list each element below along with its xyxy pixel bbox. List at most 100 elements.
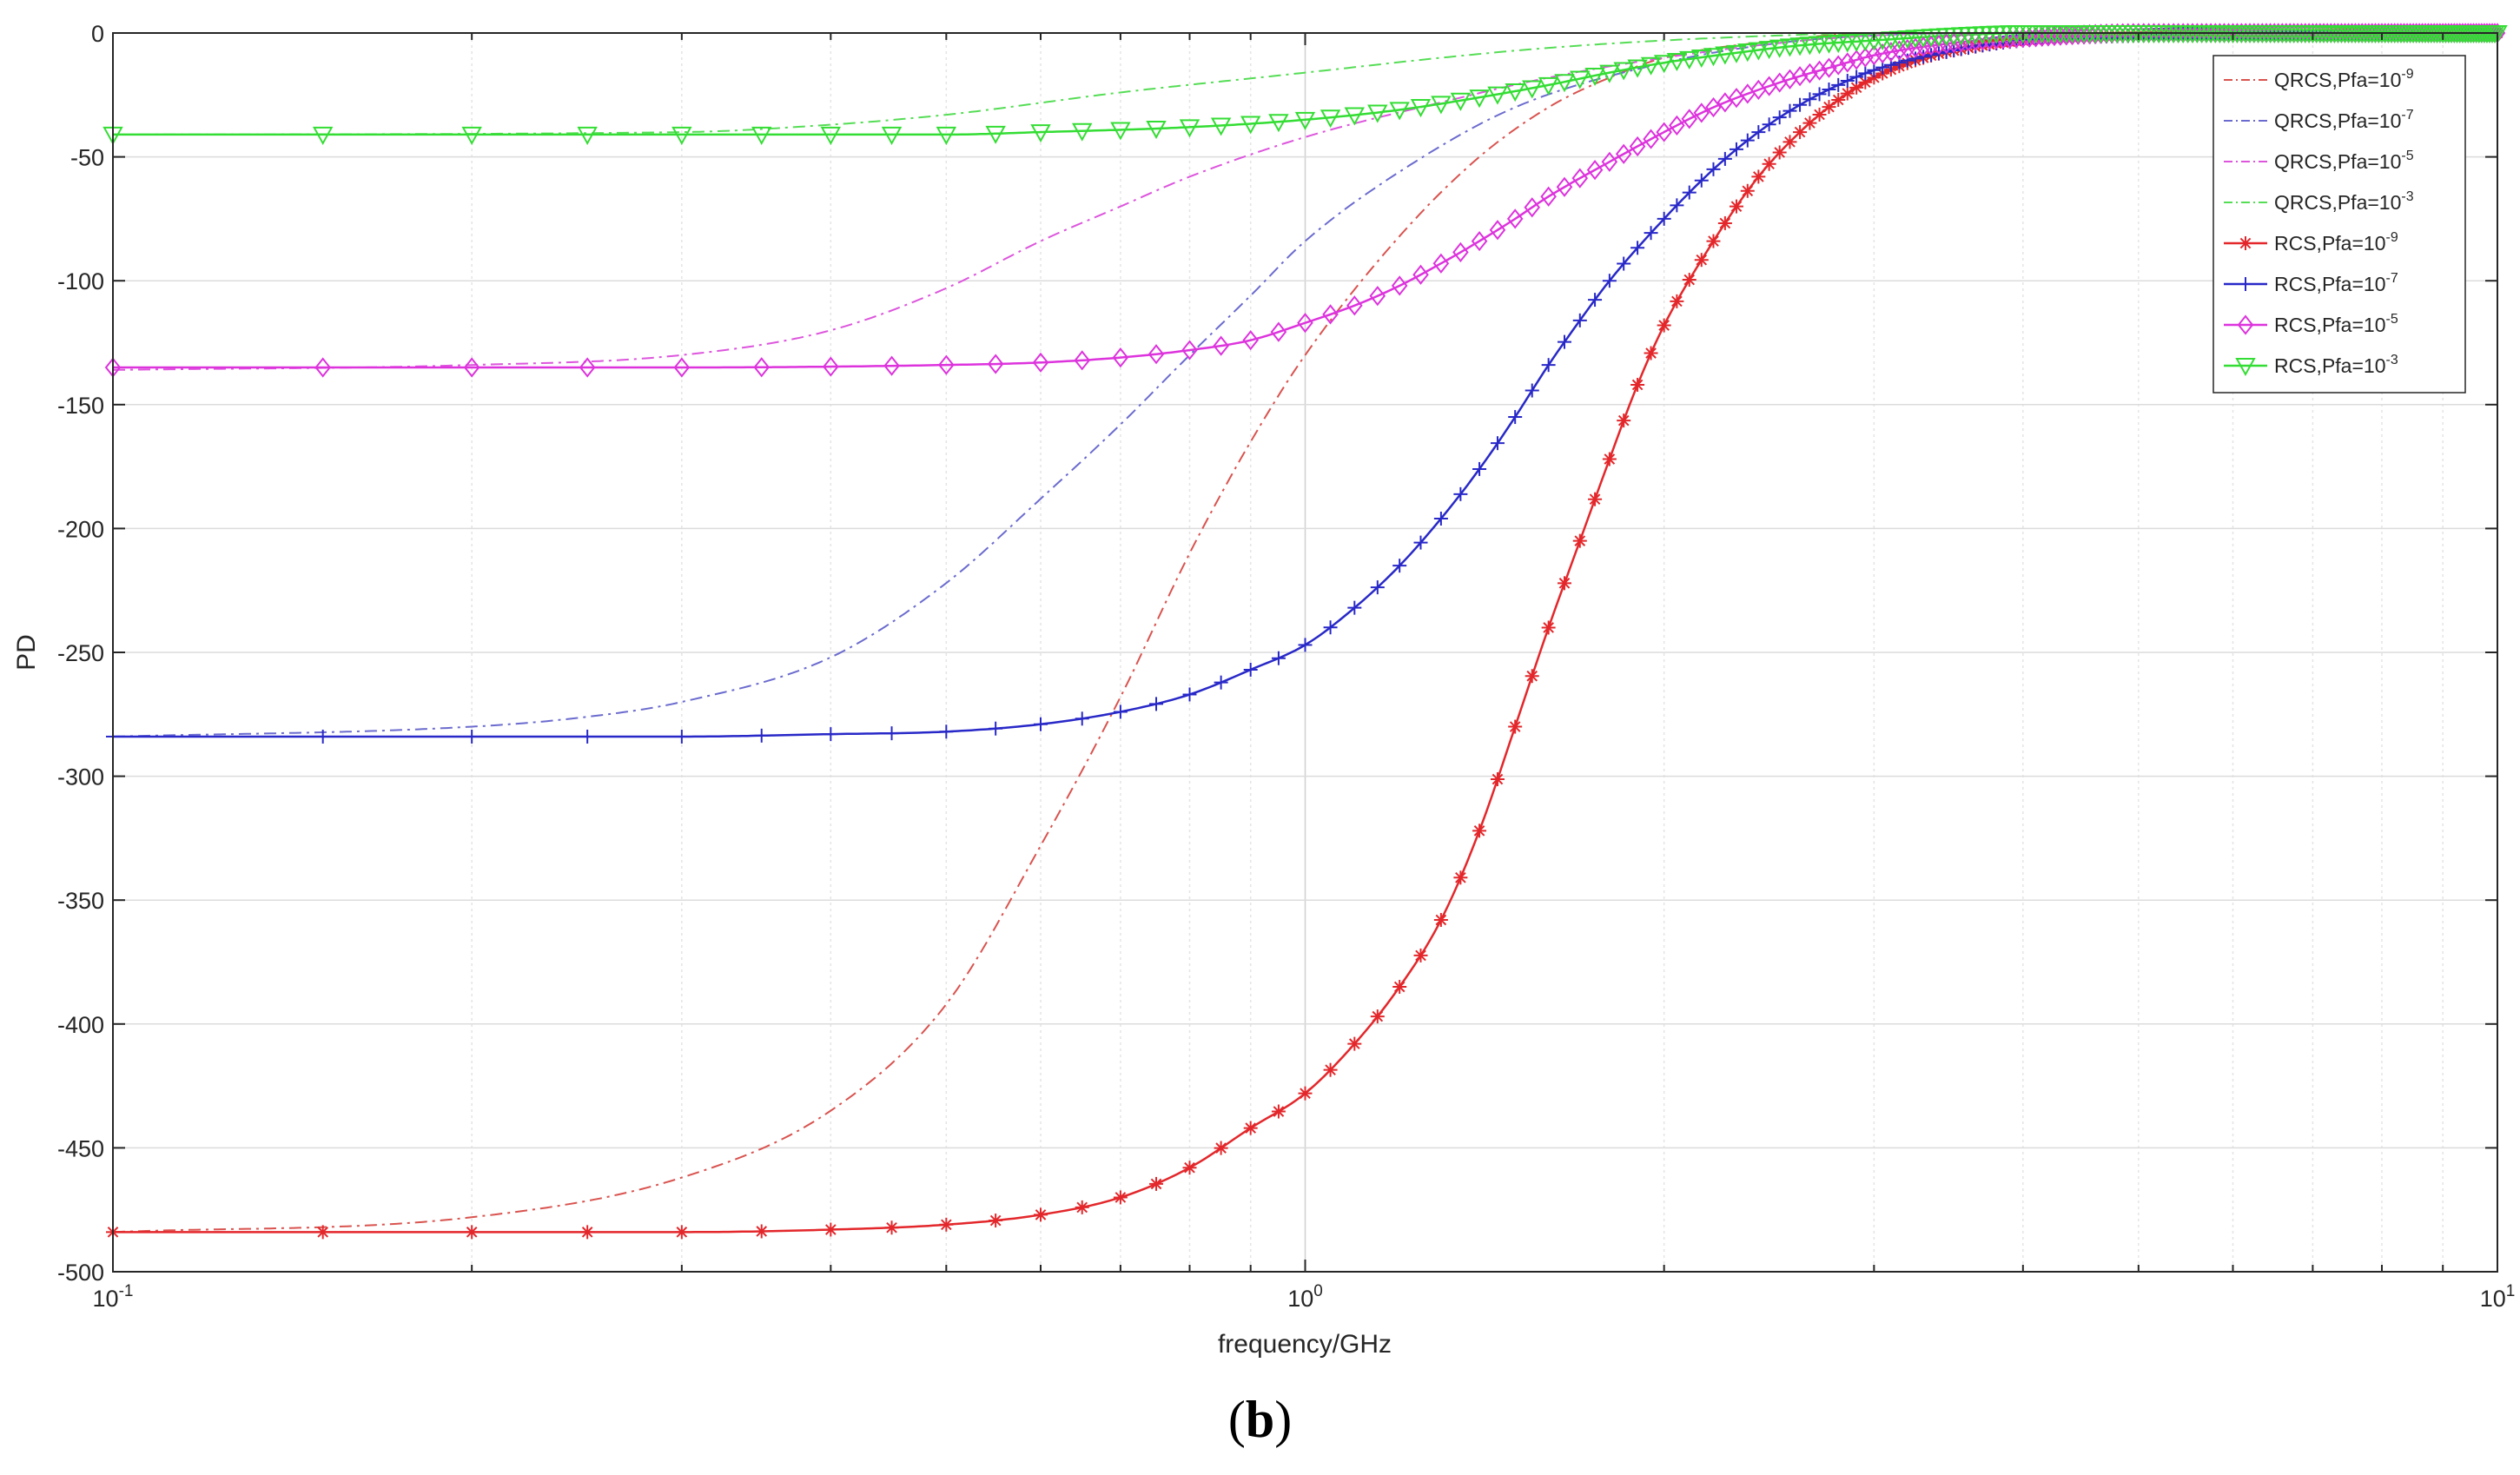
series-marker-diamond — [1802, 63, 1818, 83]
series-marker-diamond — [1930, 34, 1948, 56]
series-marker-asterisk — [1812, 107, 1827, 122]
series-marker-triangle-down — [1570, 70, 1591, 89]
series-marker-triangle-down — [1410, 99, 1432, 118]
series-marker-asterisk — [1840, 86, 1855, 101]
series-marker-diamond — [1857, 47, 1874, 68]
series-marker-asterisk — [939, 1217, 954, 1232]
series-marker-triangle-down — [1344, 107, 1366, 126]
series-marker-diamond — [1891, 40, 1908, 61]
series-marker-asterisk — [1490, 772, 1505, 787]
series-marker-diamond — [987, 354, 1004, 374]
series-marker-plus — [1849, 69, 1864, 84]
series-marker-triangle-down — [1522, 80, 1543, 99]
y-tick-label: -450 — [57, 1135, 104, 1161]
series-marker-triangle-down — [461, 126, 482, 145]
series-marker-triangle-down — [1584, 67, 1605, 87]
series-marker-triangle-down — [1367, 104, 1388, 123]
series-marker-diamond — [1471, 230, 1488, 252]
series-marker-diamond — [1489, 220, 1506, 241]
series-marker-diamond — [1899, 38, 1916, 60]
series-marker-asterisk — [1822, 100, 1836, 115]
series-marker-plus — [1490, 436, 1505, 451]
series-marker-asterisk — [1694, 253, 1709, 268]
series-marker-diamond — [1922, 35, 1940, 56]
series-marker-triangle-down — [1505, 83, 1525, 103]
series-marker-triangle-down — [1389, 102, 1410, 121]
series-marker-plus — [2239, 277, 2252, 291]
series-marker-triangle-down — [1146, 121, 1167, 140]
legend-entry: RCS,Pfa=10-5 — [2274, 312, 2398, 336]
series-marker-diamond — [1866, 45, 1882, 66]
series-marker-diamond — [1656, 122, 1672, 142]
series-marker-diamond — [1874, 43, 1891, 64]
series-marker-plus — [1762, 117, 1776, 132]
series-marker-plus — [1602, 274, 1617, 288]
figure-caption: (b) — [0, 1390, 2520, 1450]
series-marker-asterisk — [1149, 1176, 1164, 1191]
series-marker-asterisk — [1433, 913, 1448, 928]
legend-entry: QRCS,Pfa=10-5 — [2274, 149, 2414, 173]
series-marker-triangle-down — [1072, 122, 1093, 142]
series-marker-plus — [1182, 687, 1197, 702]
series-marker-asterisk — [1413, 948, 1428, 962]
series-marker-triangle-down — [936, 126, 957, 145]
x-tick-label: 10-1 — [93, 1282, 134, 1312]
series-marker-asterisk — [1588, 492, 1603, 506]
series-marker-diamond — [1915, 36, 1932, 57]
series-marker-plus — [1802, 92, 1817, 107]
series-marker-diamond — [673, 357, 691, 378]
series-marker-diamond — [1615, 143, 1632, 164]
y-tick-label: -150 — [57, 393, 104, 419]
series-marker-asterisk — [884, 1220, 899, 1235]
y-tick-label: -50 — [70, 145, 104, 171]
series-marker-triangle-down — [1758, 41, 1780, 60]
series-marker-plus — [884, 726, 899, 741]
series-marker-diamond — [1907, 37, 1924, 58]
series-marker-triangle-down — [1450, 92, 1472, 111]
series-marker-plus — [1740, 133, 1755, 148]
series-marker-triangle-down — [1653, 55, 1675, 74]
series-marker-asterisk — [1772, 145, 1787, 160]
series-marker-diamond — [1297, 313, 1313, 334]
series-marker-diamond — [1791, 66, 1809, 87]
series-marker-triangle-down — [671, 126, 692, 145]
series-marker-asterisk — [1243, 1121, 1258, 1135]
series-marker-diamond — [1994, 29, 2012, 50]
series-marker-plus — [1793, 97, 1808, 112]
series-marker-plus — [1271, 651, 1286, 665]
series-marker-triangle-down — [1679, 50, 1700, 69]
series-marker-diamond — [1032, 352, 1049, 373]
legend: QRCS,Pfa=10-9 QRCS,Pfa=10-7 QRCS,Pfa=10-5 Q… — [2212, 55, 2466, 394]
series-marker-asterisk — [1682, 273, 1697, 288]
series-marker-plus — [1347, 600, 1362, 615]
series-marker-plus — [1149, 697, 1164, 711]
series-marker-plus — [1113, 704, 1128, 719]
y-tick-label: -250 — [57, 640, 104, 666]
series-marker-plus — [1298, 638, 1313, 652]
series-marker-plus — [1453, 486, 1468, 501]
series-marker-diamond — [1848, 50, 1865, 70]
series-marker-plus — [823, 727, 838, 742]
y-tick-label: -100 — [57, 268, 104, 294]
legend-box — [2212, 55, 2466, 394]
series-marker-plus — [465, 729, 480, 744]
series-marker-diamond — [1412, 264, 1429, 285]
series-marker-asterisk — [1831, 93, 1846, 108]
series-marker-asterisk — [1453, 870, 1468, 885]
series-marker-plus — [1075, 711, 1089, 726]
series-marker-triangle-down — [1640, 56, 1662, 76]
series-marker-triangle-down — [1726, 44, 1747, 63]
series-marker-plus — [1706, 162, 1721, 176]
series-marker-plus — [1644, 226, 1658, 241]
series-marker-asterisk — [823, 1222, 838, 1237]
series-marker-diamond — [883, 355, 900, 376]
series-marker-triangle-down — [1431, 96, 1452, 115]
series-marker-triangle-down — [1469, 89, 1490, 109]
series-marker-plus — [1694, 173, 1709, 188]
series-marker-asterisk — [465, 1225, 480, 1240]
series-marker-triangle-down — [1789, 37, 1810, 56]
series-marker-triangle-down — [1487, 86, 1508, 105]
series-marker-triangle-down — [1110, 122, 1131, 141]
pd-vs-frequency-chart: 0 -50 -100 -150 -200 -250 -300 -350 -400 -450 -500… — [12, 21, 2516, 1359]
series-marker-asterisk — [1557, 576, 1571, 591]
